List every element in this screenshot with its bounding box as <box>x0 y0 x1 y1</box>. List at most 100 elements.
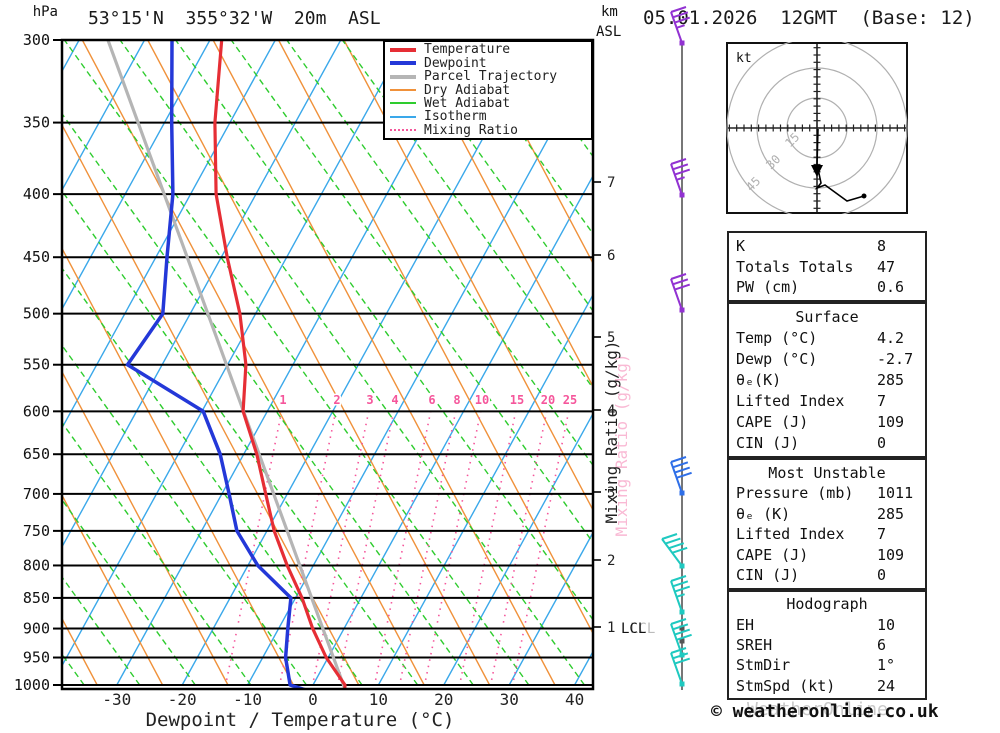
km-tick-label: 1 <box>607 620 615 636</box>
wind-barb <box>661 533 688 569</box>
mixing-ratio-line <box>458 410 517 686</box>
lcl-label: LCL <box>621 621 646 637</box>
isotherm-line <box>62 40 407 668</box>
wet-adiabat-line <box>62 344 308 686</box>
table-row: SREH 6 <box>729 636 925 654</box>
wet-adiabat-line <box>508 40 593 158</box>
pressure-label: 650 <box>23 445 50 463</box>
wet-adiabat-line <box>341 40 593 390</box>
stat-value: 0 <box>877 434 887 452</box>
stat-label: K <box>736 236 746 255</box>
legend-line-sample <box>390 61 416 66</box>
stat-label: Dewp (°C) <box>736 350 818 368</box>
wet-adiabat-line <box>62 189 419 686</box>
legend-label: Dewpoint <box>424 55 487 71</box>
wind-barb <box>670 575 691 615</box>
table-row: CAPE (J) 109 <box>729 546 925 564</box>
mixing-ratio-value-label: 10 <box>475 393 489 407</box>
wet-adiabat-line <box>62 267 363 686</box>
hodograph-ring <box>726 42 908 214</box>
table-row: CIN (J) 0 <box>729 434 925 452</box>
pressure-label: 850 <box>23 589 50 607</box>
isotherm-line <box>443 412 593 686</box>
isotherm-line <box>181 40 538 686</box>
pressure-label: 300 <box>23 31 50 49</box>
stat-value: 24 <box>877 676 896 695</box>
wet-adiabat-line <box>62 575 141 686</box>
legend-line-sample <box>390 102 416 105</box>
pressure-label: 400 <box>23 185 50 203</box>
legend-item: Parcel Trajectory <box>385 70 591 83</box>
asl-axis-label: ASL <box>596 24 622 40</box>
table-row: StmDir 1° <box>729 656 925 674</box>
pressure-label: 500 <box>23 305 50 323</box>
table-row: θₑ (K) 285 <box>729 505 925 523</box>
temp-label: -20 <box>168 690 197 709</box>
hodograph-trace <box>814 128 865 202</box>
stats-table-header: Surface <box>795 308 859 326</box>
stat-label: CIN (J) <box>736 566 800 585</box>
pressure-label: 900 <box>23 620 50 638</box>
stat-value: 0 <box>877 566 887 585</box>
pressure-label: 950 <box>23 649 50 667</box>
km-tick-label: 4 <box>607 403 615 419</box>
mixing-ratio-line <box>489 410 548 686</box>
table-row: Dewp (°C) -2.7 <box>729 350 925 368</box>
pressure-label: 550 <box>23 356 50 374</box>
pressure-label: 600 <box>23 402 50 420</box>
stat-value: 109 <box>877 545 905 564</box>
isotherm-line <box>116 40 473 686</box>
isotherm-line <box>246 55 593 686</box>
pressure-unit-label: hPa <box>32 4 58 20</box>
mixing-axis-label-echo: Mixing Ratio (g/kg) <box>612 353 631 536</box>
stat-label: SREH <box>736 635 773 654</box>
stat-label: EH <box>736 615 755 634</box>
stat-value: -2.7 <box>877 350 914 368</box>
temp-label: -30 <box>102 690 131 709</box>
stat-label: Lifted Index <box>736 392 845 410</box>
stat-label: CAPE (J) <box>736 413 809 431</box>
wind-barb <box>670 6 691 46</box>
wet-adiabat-line <box>397 40 593 313</box>
stat-value: 8 <box>877 236 887 255</box>
legend-label: Mixing Ratio <box>424 122 518 138</box>
mixing-ratio-line <box>224 410 283 686</box>
temp-label: 10 <box>369 690 388 709</box>
legend-box: Temperature Dewpoint Parcel Trajectory Dry … <box>383 40 593 140</box>
mixing-ratio-value-label: 2 <box>333 393 340 407</box>
wind-barb <box>670 456 692 496</box>
table-row: Temp (°C) 4.2 <box>729 329 925 347</box>
stats-table: Hodograph EH 10 SREH 6 StmDir 1° StmSpd (kt) 24 <box>727 590 927 700</box>
stat-label: Lifted Index <box>736 525 845 544</box>
table-row: EH 10 <box>729 616 925 634</box>
mixing-ratio-line <box>278 410 337 686</box>
chart-area <box>62 40 593 689</box>
hodograph-arrow <box>811 165 823 177</box>
stat-value: 1011 <box>877 484 914 503</box>
stats-table: Most Unstable Pressure (mb) 1011 θₑ (K) 285 L… <box>727 458 927 590</box>
mixing-axis-label: Mixing Ratio (g/kg) <box>602 340 621 523</box>
legend-line-sample <box>390 129 416 132</box>
pressure-label: 800 <box>23 556 50 574</box>
legend-item: Mixing Ratio <box>385 124 591 137</box>
stat-value: 1° <box>877 656 896 675</box>
page-title: 53°15'N 355°32'W 20m ASL <box>88 8 381 29</box>
pressure-label: 700 <box>23 485 50 503</box>
km-tick-label: 2 <box>607 553 615 569</box>
mixing-ratio-line <box>511 410 570 686</box>
temperature-curve <box>213 40 347 689</box>
pressure-label: 450 <box>23 248 50 266</box>
wind-staff-dot <box>679 638 685 644</box>
dry-adiabat-line <box>62 493 164 686</box>
pressure-label: 350 <box>23 114 50 132</box>
table-row: CAPE (J) 109 <box>729 413 925 431</box>
stat-value: 4.2 <box>877 329 905 347</box>
stat-label: Totals Totals <box>736 257 854 276</box>
mixing-ratio-value-label: 25 <box>563 393 577 407</box>
wet-adiabat-line <box>62 498 196 686</box>
temp-label: -10 <box>233 690 262 709</box>
mixing-ratio-value-label: 20 <box>541 393 555 407</box>
